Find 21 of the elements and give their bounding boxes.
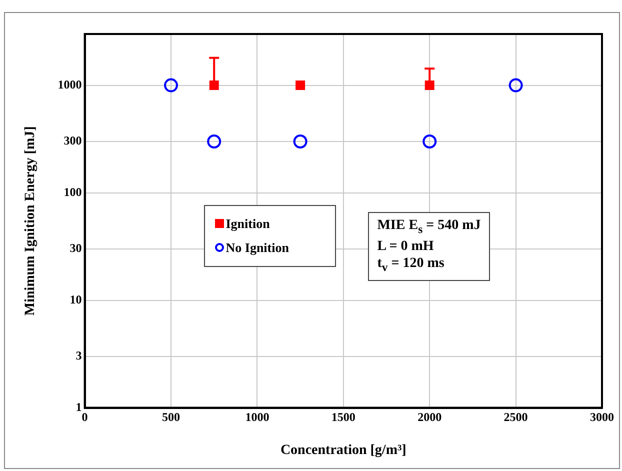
annotation: MIE E$_{s}$ = 540 mJ [377,217,481,238]
x-tick-label: 500 [162,410,180,424]
x-axis-title: Concentration [g/m³] [280,443,406,458]
y-tick-label: 3 [76,348,82,363]
y-tick-label: 30 [70,241,82,256]
x-tick-label: 3000 [590,410,614,424]
annotation: L = 0 mH [377,238,435,256]
legend-label: Ignition [226,216,270,232]
x-tick-label: 1000 [245,410,270,424]
y-tick-label: 100 [64,184,82,199]
annotation: t$_{v}$ = 120 ms [377,255,446,276]
y-tick-label: 1 [76,400,82,414]
y-tick-label: 10 [70,292,82,306]
y-axis-title: Minimum Ignition Energy [mJ] [23,126,38,316]
x-tick-label: 2000 [418,410,442,424]
y-tick-label: 1000 [58,77,82,92]
legend-label: No Ignition [226,240,289,256]
y-tick-label: 300 [64,134,82,148]
x-tick-label: 2500 [504,410,528,424]
x-tick-label: 0 [82,410,88,424]
x-tick-label: 1500 [331,410,356,424]
